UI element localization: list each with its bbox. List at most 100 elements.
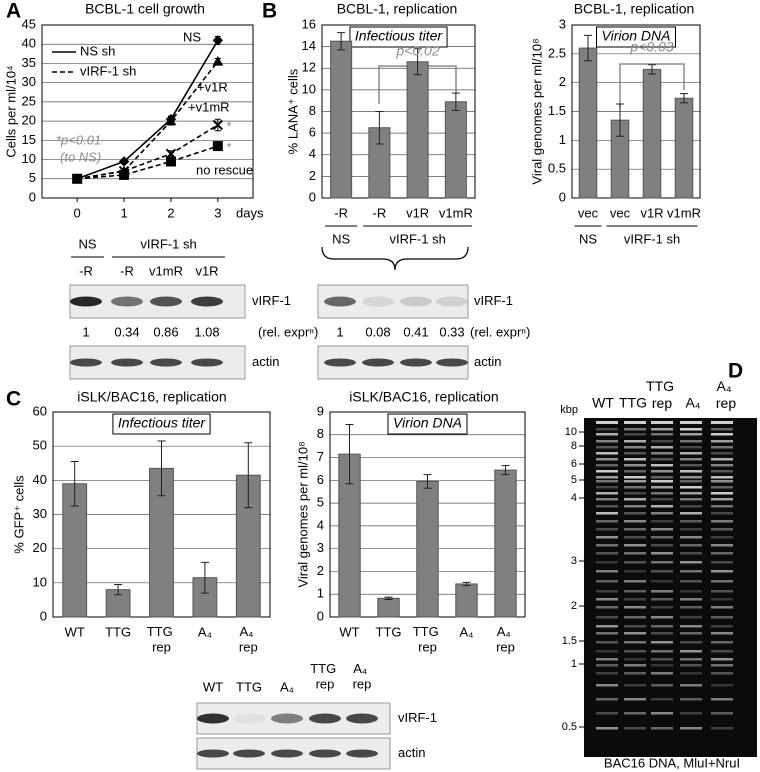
quantification: 1: [336, 324, 343, 339]
marker: [165, 115, 177, 126]
gel-lane-label: WT: [592, 395, 614, 411]
y-tick-label: 1: [317, 586, 324, 601]
blot-band: [191, 296, 223, 307]
x-tick-label: A₄ rep: [496, 624, 515, 655]
gel-well: [680, 421, 702, 424]
gel-band: [596, 561, 618, 564]
y-tick-label: 0: [317, 608, 324, 623]
y-tick-label: 5: [317, 495, 324, 510]
x-tick-label: 0: [74, 205, 81, 220]
gel-band: [711, 672, 733, 675]
blot-band: [233, 713, 265, 724]
blot-row-label: vIRF-1: [474, 293, 513, 308]
gel-band: [711, 606, 733, 609]
blot-row-label: vIRF-1: [252, 293, 291, 308]
group-label: NS: [78, 236, 96, 251]
blot-band: [111, 358, 143, 367]
error-bar: [70, 461, 79, 507]
gel-band: [596, 440, 618, 443]
gel-band: [711, 616, 733, 619]
gel-band: [711, 641, 733, 644]
gel-band: [624, 598, 646, 601]
x-tick-label: vec: [610, 205, 631, 220]
gel-band: [596, 446, 618, 449]
group-label: vIRF-1 sh: [140, 236, 196, 251]
gel-band: [624, 458, 646, 461]
gel-band: [680, 664, 702, 667]
quantification: 0.86: [153, 324, 178, 339]
gel-band: [711, 552, 733, 555]
gel-marker-label: 0.5: [562, 721, 577, 733]
gel-band: [596, 590, 618, 593]
y-tick-label: 60: [33, 403, 47, 418]
y-tick-label: 3: [317, 540, 324, 555]
text-line: rep: [418, 640, 437, 655]
y-tick-label: 4: [309, 146, 316, 161]
inner-label: Virion DNA: [602, 28, 671, 44]
group-label: vIRF-1 sh: [389, 231, 445, 246]
gel-band: [624, 632, 646, 635]
x-tick-label: -R: [373, 205, 387, 220]
error-bar: [462, 581, 471, 587]
gel-band: [651, 544, 673, 547]
blot-band: [233, 749, 265, 758]
blot-band: [346, 713, 378, 724]
blot-band: [436, 296, 468, 307]
gel-band: [624, 470, 646, 473]
gel-lane-label: A₄: [685, 395, 700, 411]
chart-title: iSLK/BAC16, replication: [77, 389, 226, 405]
y-tick-label: 8: [309, 103, 316, 118]
blot-band: [436, 358, 468, 367]
lane-label: TTG: [236, 679, 262, 694]
annotation: *p<0.01: [56, 132, 101, 147]
x-tick-label: -R: [334, 205, 348, 220]
gel-band: [680, 446, 702, 449]
gel-marker-label: 6: [571, 458, 577, 470]
gel-band: [596, 458, 618, 461]
gel-band: [624, 528, 646, 531]
gel-band: [651, 452, 673, 455]
gel-band: [711, 712, 733, 715]
x-tick-label: v1R: [640, 205, 663, 220]
y-tick-label: 8: [317, 426, 324, 441]
text-line: A₄: [353, 661, 371, 676]
gel-band: [651, 480, 673, 483]
quantification-label: (rel. exprⁿ): [258, 324, 318, 339]
x-tick-label: TTG: [376, 624, 402, 639]
gel-band: [651, 492, 673, 495]
gel-band: [596, 528, 618, 531]
inner-label-box: [112, 413, 211, 435]
lane-label: v1mR: [149, 263, 183, 278]
gel-band: [680, 684, 702, 687]
gel-band: [680, 570, 702, 573]
marker: [212, 141, 223, 152]
gel-well: [651, 421, 673, 424]
gel-band: [711, 561, 733, 564]
gel-band: [624, 712, 646, 715]
gel-band: [624, 446, 646, 449]
quantification: 0.08: [365, 324, 390, 339]
error-bar: [345, 424, 354, 485]
error-bar: [501, 465, 510, 476]
bar: [444, 101, 467, 199]
gel-band: [624, 658, 646, 661]
text-line: rep: [353, 677, 372, 692]
gel-band: [711, 544, 733, 547]
gel-band: [680, 727, 702, 730]
gel-band: [680, 544, 702, 547]
gel-band: [680, 458, 702, 461]
error-bar: [423, 474, 432, 489]
gel-band: [651, 446, 673, 449]
x-tick-label: 3: [214, 205, 221, 220]
gel-band: [651, 561, 673, 564]
gel-band: [596, 606, 618, 609]
gel-band: [651, 552, 673, 555]
legend-label: NS sh: [80, 43, 115, 58]
blot-band: [271, 713, 303, 724]
blot-band: [111, 296, 143, 307]
panel-letter: D: [728, 360, 743, 383]
blot-band: [150, 358, 182, 367]
gel-band: [680, 440, 702, 443]
blot-band: [324, 296, 356, 307]
series-line: [77, 61, 219, 180]
